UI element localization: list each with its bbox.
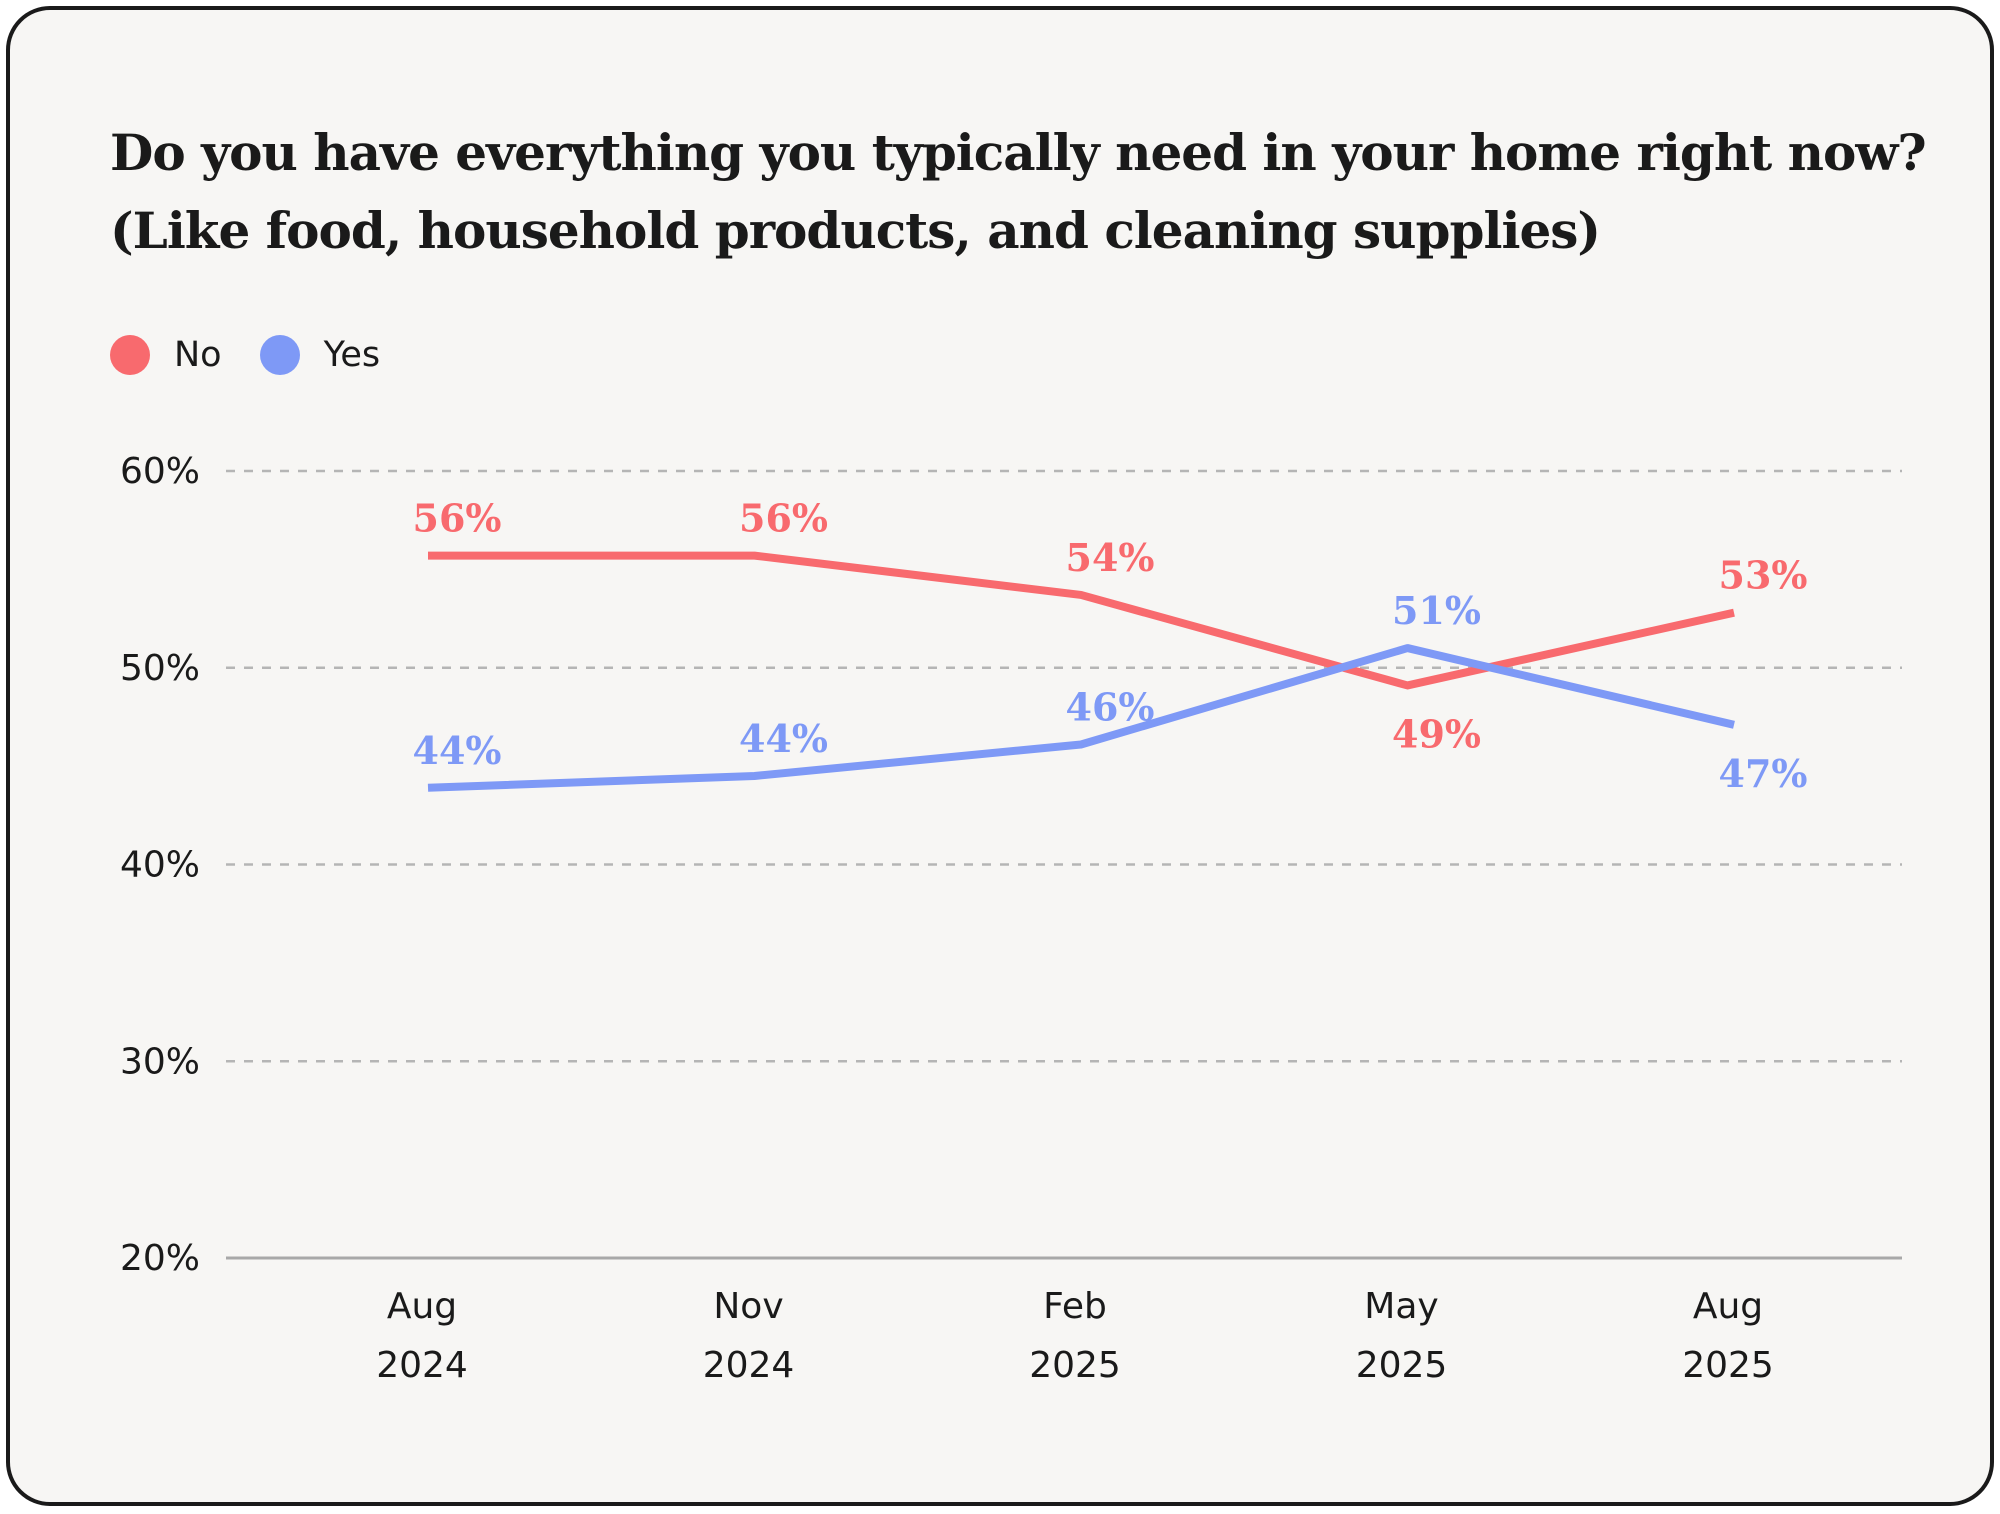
x-tick-label: Aug xyxy=(1693,1286,1763,1327)
x-tick-label: Feb xyxy=(1043,1286,1107,1327)
data-label-yes: 47% xyxy=(1719,751,1808,796)
x-tick-label: May xyxy=(1364,1286,1438,1327)
series-line-yes xyxy=(427,644,1735,792)
x-tick-label: 2024 xyxy=(703,1345,795,1386)
series-line-no xyxy=(428,551,1735,690)
legend-label-yes: Yes xyxy=(323,335,381,375)
chart-card: Do you have everything you typically nee… xyxy=(6,6,1994,1506)
x-tick-label: 2025 xyxy=(1682,1345,1774,1386)
x-tick-label: 2024 xyxy=(376,1345,468,1386)
y-tick-label: 40% xyxy=(120,845,200,886)
chart-title: Do you have everything you typically nee… xyxy=(110,123,1927,260)
x-tick-label: Nov xyxy=(713,1286,783,1327)
legend-item-no: No xyxy=(110,335,222,375)
data-label-yes: 44% xyxy=(413,728,502,773)
y-tick-label: 60% xyxy=(120,451,200,492)
y-tick-label: 20% xyxy=(120,1238,200,1279)
data-label-no: 53% xyxy=(1719,553,1808,598)
legend: No Yes xyxy=(110,332,418,378)
legend-swatch-no xyxy=(110,335,150,375)
data-label-no: 56% xyxy=(739,496,828,541)
data-label-yes: 51% xyxy=(1392,588,1481,633)
data-label-yes: 44% xyxy=(739,716,828,761)
x-tick-label: Aug xyxy=(387,1286,457,1327)
x-tick-label: 2025 xyxy=(1356,1345,1448,1386)
legend-label-no: No xyxy=(174,335,222,375)
x-tick-label: 2025 xyxy=(1029,1345,1121,1386)
data-label-no: 56% xyxy=(413,496,502,541)
data-label-no: 54% xyxy=(1066,535,1155,580)
legend-item-yes: Yes xyxy=(259,335,381,375)
legend-swatch-yes xyxy=(259,335,300,375)
data-label-no: 49% xyxy=(1392,711,1481,756)
data-label-yes: 46% xyxy=(1066,684,1155,729)
y-tick-label: 30% xyxy=(120,1041,200,1082)
y-tick-label: 50% xyxy=(120,648,200,689)
